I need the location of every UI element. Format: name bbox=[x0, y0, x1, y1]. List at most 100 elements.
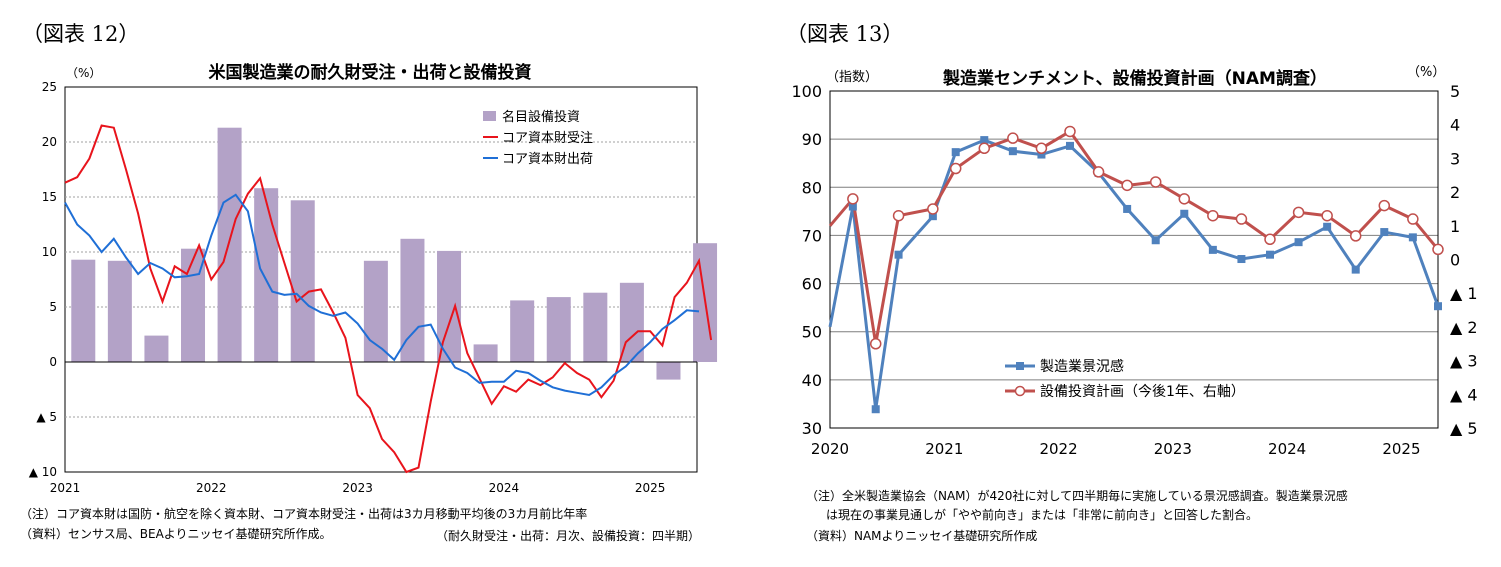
legend-marker-sentiment bbox=[1016, 362, 1024, 370]
line-shipments bbox=[64, 193, 700, 397]
y-right-tick-label: 0 bbox=[1450, 251, 1460, 270]
bar bbox=[510, 300, 535, 362]
y-left-tick-label: 70 bbox=[802, 226, 822, 245]
y-left-tick-label: 50 bbox=[802, 323, 822, 342]
y-right-tick-label: 3 bbox=[1450, 149, 1460, 168]
line-series bbox=[828, 125, 1444, 414]
x-tick-label: 2021 bbox=[50, 481, 81, 495]
legend-label-sentiment: 製造業景況感 bbox=[1040, 358, 1124, 375]
legend-swatch-capex bbox=[483, 111, 496, 121]
line-series bbox=[64, 124, 713, 474]
sentiment-marker bbox=[1294, 238, 1303, 247]
note-right-source: （資料）NAMよりニッセイ基礎研究所作成 bbox=[806, 529, 1038, 543]
bar bbox=[107, 260, 132, 362]
capex-plan-marker bbox=[847, 193, 859, 205]
capex-plan-marker bbox=[1178, 193, 1191, 205]
x-tick-labels: 2020 2021 2022 2023 2024 2025 bbox=[811, 440, 1421, 458]
sentiment-marker bbox=[1123, 204, 1132, 213]
sentiment-marker bbox=[1008, 147, 1017, 156]
bar-series bbox=[71, 127, 718, 380]
capex-plan-marker bbox=[869, 338, 882, 350]
y-right-tick-label: ▲ 1 bbox=[1450, 284, 1478, 303]
y-axis-unit: （%） bbox=[66, 66, 101, 80]
sentiment-marker bbox=[1237, 255, 1246, 264]
x-tick-label: 2025 bbox=[635, 481, 666, 495]
x-tick-label: 2024 bbox=[489, 481, 520, 495]
note-right-2: は現在の事業見通しが「やや前向き」または「非常に前向き」と回答した割合。 bbox=[826, 508, 1259, 522]
y-right-tick-label: 5 bbox=[1450, 82, 1460, 101]
capex-plan-marker bbox=[1432, 243, 1444, 256]
figure-13-label: （図表 13） bbox=[786, 22, 904, 46]
x-tick-label: 2024 bbox=[1268, 440, 1306, 458]
y-right-tick-label: 4 bbox=[1450, 116, 1460, 135]
bar bbox=[583, 292, 608, 362]
y-left-tick-label: 80 bbox=[802, 178, 822, 197]
figure-12-label: （図表 12） bbox=[22, 22, 140, 46]
capex-plan-marker bbox=[1378, 199, 1391, 212]
x-tick-label: 2021 bbox=[925, 440, 963, 458]
sentiment-marker bbox=[1208, 245, 1217, 254]
bar bbox=[71, 259, 96, 362]
gridlines bbox=[830, 138, 1438, 381]
bar bbox=[144, 335, 169, 362]
x-tick-label: 2025 bbox=[1382, 440, 1420, 458]
y-left-tick-label: 100 bbox=[791, 82, 822, 101]
capex-plan-marker bbox=[1407, 213, 1419, 225]
sentiment-marker bbox=[1380, 228, 1389, 237]
sentiment-marker bbox=[1151, 236, 1160, 245]
sentiment-marker bbox=[1351, 265, 1360, 274]
plot-area-frame bbox=[829, 90, 1439, 429]
x-tick-labels: 2021 2022 2023 2024 2025 bbox=[50, 481, 666, 495]
capex-plan-marker bbox=[1035, 142, 1048, 155]
sentiment-marker bbox=[1066, 141, 1074, 150]
y-right-tick-label: ▲ 3 bbox=[1450, 352, 1478, 371]
note-right-1: （注）全米製造業協会（NAM）が420社に対して四半期毎に実施している景況感調査… bbox=[806, 489, 1348, 503]
capex-plan-marker bbox=[1064, 125, 1076, 138]
y-tick-label: 25 bbox=[42, 80, 57, 94]
chart-durable-goods: 25 20 15 10 5 0 ▲ 5 ▲ 10 2021 2022 2023 2024 2025 （… bbox=[29, 62, 718, 495]
capex-plan-marker bbox=[1292, 206, 1305, 219]
sentiment-marker bbox=[1408, 233, 1417, 242]
y-tick-label: 15 bbox=[42, 190, 57, 204]
sentiment-marker bbox=[871, 405, 880, 414]
y-left-tick-label: 90 bbox=[802, 130, 822, 149]
x-tick-label: 2022 bbox=[196, 481, 227, 495]
capex-plan-marker bbox=[978, 142, 991, 155]
legend: 製造業景況感 設備投資計画（今後1年、右軸） bbox=[1005, 358, 1245, 400]
y-tick-label: 20 bbox=[42, 135, 57, 149]
y-tick-labels: 25 20 15 10 5 0 ▲ 5 ▲ 10 bbox=[29, 80, 57, 479]
capex-plan-marker bbox=[1007, 132, 1019, 144]
capex-plan-marker bbox=[1092, 166, 1105, 178]
chart-title: 製造業センチメント、設備投資計画（NAM調査） bbox=[942, 68, 1327, 89]
x-tick-label: 2023 bbox=[1154, 440, 1192, 458]
sentiment-marker bbox=[894, 250, 903, 259]
sentiment-marker bbox=[1323, 222, 1332, 231]
chart-title: 米国製造業の耐久財受注・出荷と設備投資 bbox=[209, 62, 532, 83]
sentiment-marker bbox=[1266, 250, 1274, 259]
legend: 名目設備投資 コア資本財受注 コア資本財出荷 bbox=[483, 109, 593, 167]
line-sentiment bbox=[828, 138, 1440, 410]
y-tick-label: 10 bbox=[42, 245, 57, 259]
y-right-tick-labels: 5 4 3 2 1 0 ▲ 1 ▲ 2 ▲ 3 ▲ 4 ▲ 5 bbox=[1450, 82, 1478, 438]
y-left-tick-label: 60 bbox=[802, 275, 822, 294]
capex-plan-marker bbox=[1207, 209, 1219, 222]
sentiment-marker bbox=[848, 202, 857, 211]
capex-plan-marker bbox=[927, 203, 939, 215]
capex-plan-marker bbox=[1349, 230, 1362, 242]
sentiment-marker bbox=[928, 212, 937, 221]
y-right-unit: （%） bbox=[1407, 65, 1445, 80]
sentiment-marker bbox=[1434, 302, 1442, 311]
sentiment-marker bbox=[951, 148, 960, 157]
y-right-tick-label: ▲ 2 bbox=[1450, 318, 1478, 337]
capex-plan-marker bbox=[1149, 176, 1162, 188]
y-right-tick-label: 2 bbox=[1450, 183, 1460, 202]
bar bbox=[546, 297, 571, 362]
bar bbox=[290, 200, 315, 362]
bar bbox=[217, 127, 242, 362]
y-tick-label: 5 bbox=[49, 300, 57, 314]
note-left-1: （注）コア資本財は国防・航空を除く資本財、コア資本財受注・出荷は3カ月移動平均後… bbox=[20, 507, 588, 521]
note-left-frequency: （耐久財受注・出荷：月次、設備投資：四半期） bbox=[436, 529, 701, 543]
line-orders bbox=[64, 124, 713, 474]
legend-label-capex-plan: 設備投資計画（今後1年、右軸） bbox=[1040, 384, 1245, 400]
